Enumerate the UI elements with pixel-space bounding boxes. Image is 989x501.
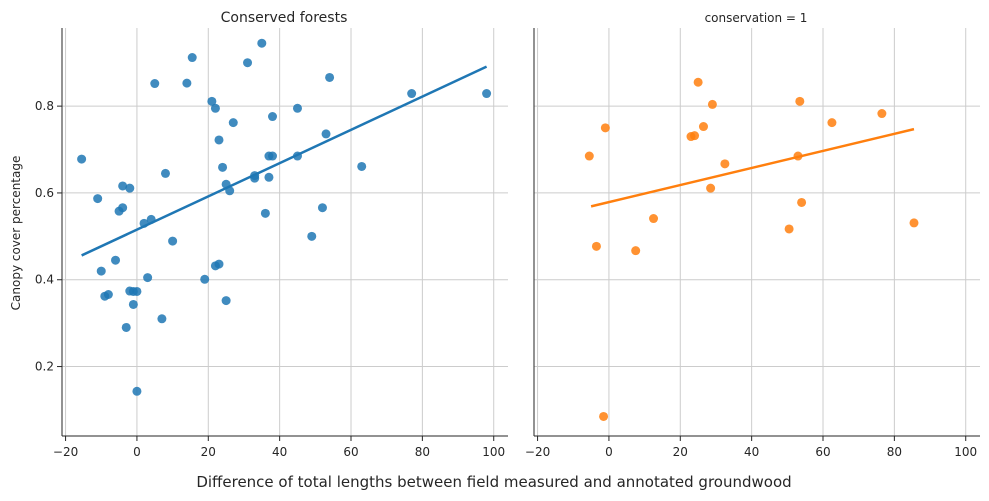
scatter-point: [795, 96, 805, 106]
panel-2-regression-line: [590, 127, 915, 208]
panel-2-title: conservation = 1: [705, 11, 808, 25]
scatter-point: [132, 386, 142, 396]
scatter-point: [96, 266, 106, 276]
scatter-point: [307, 231, 317, 241]
scatter-point: [77, 154, 87, 164]
scatter-point: [243, 58, 253, 68]
scatter-point: [214, 259, 224, 269]
x-axis-label: Difference of total lengths between fiel…: [196, 473, 791, 491]
scatter-point: [200, 274, 210, 284]
scatter-point: [143, 273, 153, 283]
x-tick-label: 40: [272, 445, 287, 459]
scatter-point: [631, 246, 641, 256]
y-axis-label: Canopy cover percentage: [9, 156, 23, 311]
scatter-point: [139, 218, 149, 228]
y-tick-label: 0.8: [35, 99, 54, 113]
scatter-point: [797, 197, 807, 207]
scatter-point: [182, 78, 192, 88]
scatter-point: [207, 96, 217, 106]
y-tick-label: 0.2: [35, 360, 54, 374]
scatter-point: [706, 183, 716, 193]
scatter-point: [146, 214, 156, 224]
panel-1-y-ticks: 0.2 0.4 0.6 0.8: [35, 99, 62, 374]
scatter-point: [214, 135, 224, 145]
scatter-point: [118, 181, 128, 191]
panel-1-title: Conserved forests: [221, 10, 348, 26]
scatter-point: [649, 214, 659, 224]
x-tick-label: 40: [744, 445, 759, 459]
x-tick-label: −20: [525, 445, 550, 459]
scatter-point: [693, 77, 703, 87]
scatter-point: [600, 123, 610, 133]
scatter-point: [118, 203, 128, 213]
x-tick-label: 80: [887, 445, 902, 459]
scatter-point: [128, 299, 138, 309]
y-tick-label: 0.4: [35, 273, 54, 287]
panel-2-grid: [534, 28, 980, 436]
scatter-point: [93, 194, 103, 204]
scatter-point: [877, 109, 887, 119]
y-tick-label: 0.6: [35, 186, 54, 200]
panel-conservation-1: −20 0 20 40 60 80 100 conservation = 1: [525, 11, 980, 459]
scatter-point: [168, 236, 178, 246]
scatter-point: [160, 168, 170, 178]
x-tick-label: −20: [53, 445, 78, 459]
scatter-point: [317, 203, 327, 213]
scatter-point: [268, 151, 278, 161]
scatter-point: [784, 224, 794, 234]
x-tick-label: 20: [201, 445, 216, 459]
scatter-point: [132, 286, 142, 296]
panel-1-points: [77, 38, 492, 396]
scatter-point: [599, 411, 609, 421]
x-tick-label: 100: [954, 445, 977, 459]
scatter-point: [325, 72, 335, 82]
scatter-point: [210, 103, 220, 113]
scatter-point: [720, 159, 730, 169]
panel-1-x-ticks: −20 0 20 40 60 80 100: [53, 436, 505, 459]
scatter-point: [121, 322, 131, 332]
panel-conserved-forests: −20 0 20 40 60 80 100 0.2 0.4 0.6 0.8 Conserved f…: [35, 10, 508, 459]
scatter-point: [909, 218, 919, 228]
scatter-point: [268, 112, 278, 122]
x-tick-label: 60: [343, 445, 358, 459]
scatter-point: [157, 314, 167, 324]
x-tick-label: 0: [605, 445, 613, 459]
scatter-point: [125, 183, 135, 193]
x-tick-label: 80: [415, 445, 430, 459]
scatter-point: [264, 172, 274, 182]
scatter-point: [103, 290, 113, 300]
scatter-point: [218, 162, 228, 172]
panel-2-x-ticks: −20 0 20 40 60 80 100: [525, 436, 977, 459]
scatter-point: [321, 129, 331, 139]
scatter-point: [292, 151, 302, 161]
scatter-point: [793, 151, 803, 161]
scatter-point: [690, 131, 700, 141]
scatter-point: [221, 296, 231, 306]
panel-1-regression-line: [81, 65, 488, 257]
scatter-point: [150, 79, 160, 89]
scatter-point: [584, 151, 594, 161]
scatter-point: [698, 122, 708, 132]
scatter-point: [357, 161, 367, 171]
x-tick-label: 0: [133, 445, 141, 459]
x-tick-label: 60: [815, 445, 830, 459]
scatter-point: [260, 208, 270, 218]
scatter-point: [111, 255, 121, 265]
scatter-point: [707, 99, 717, 109]
scatter-point: [407, 89, 417, 99]
scatter-point: [482, 89, 492, 99]
panel-2-points: [584, 77, 919, 421]
x-tick-label: 100: [482, 445, 505, 459]
scatter-point: [292, 103, 302, 113]
scatter-point: [250, 171, 260, 181]
scatter-point: [225, 186, 235, 196]
scatter-point: [187, 53, 197, 63]
x-tick-label: 20: [673, 445, 688, 459]
scatter-point: [228, 118, 238, 128]
scatter-point: [257, 38, 267, 48]
scatter-point: [827, 118, 837, 128]
scatter-point: [591, 241, 601, 251]
